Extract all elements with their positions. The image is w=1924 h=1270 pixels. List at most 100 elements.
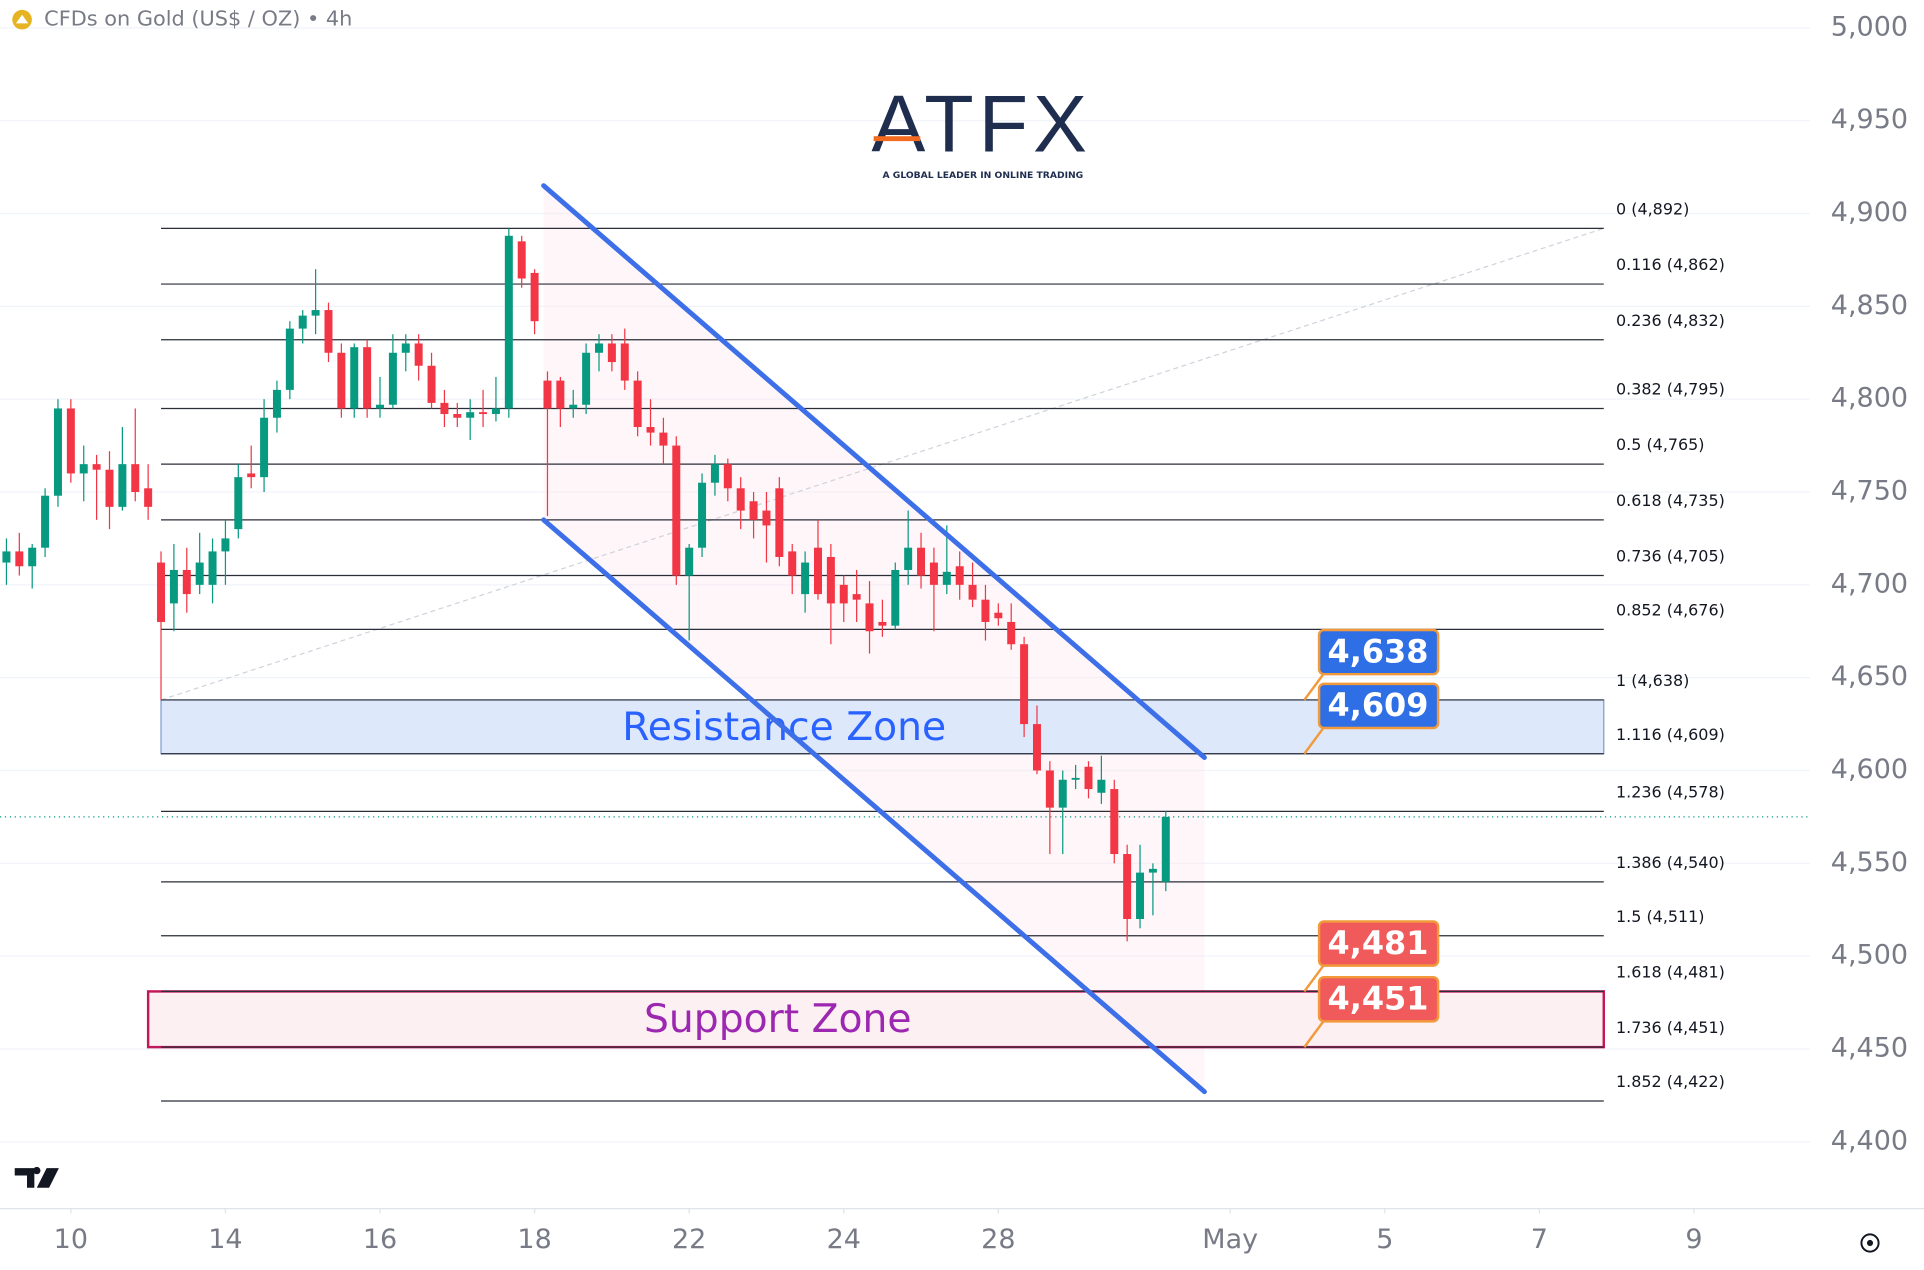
settings-button[interactable]	[1860, 1233, 1880, 1253]
fib-label: 0.736 (4,705)	[1616, 547, 1725, 566]
candle-body	[311, 310, 320, 316]
candle-body	[762, 510, 771, 526]
chart-title: CFDs on Gold (US$ / OZ) • 4h	[44, 7, 352, 31]
candle-body	[15, 551, 24, 567]
price-tag-pointer	[1303, 670, 1327, 701]
candle-body	[891, 569, 900, 626]
main-layer: 4,400 4,450 4,500 4,550 4,600 4,650 4,700 4,750…	[2, 11, 1908, 1255]
price-tag-box	[1317, 975, 1440, 1023]
candle-body	[350, 347, 359, 409]
candle-body	[685, 547, 694, 576]
fib-label: 1 (4,638)	[1616, 671, 1689, 690]
x-tick-label: 16	[363, 1224, 397, 1255]
x-tick-label: 18	[517, 1224, 551, 1255]
fib-label: 0.852 (4,676)	[1616, 600, 1725, 619]
fib-label: 1.116 (4,609)	[1616, 725, 1725, 744]
fib-label: 1.736 (4,451)	[1616, 1018, 1725, 1037]
y-tick-label: 4,850	[1831, 290, 1908, 321]
candle-body	[1110, 789, 1119, 855]
x-tick-label: 14	[208, 1224, 242, 1255]
fib-label: 1.5 (4,511)	[1616, 907, 1704, 926]
y-tick-label: 4,450	[1831, 1032, 1908, 1063]
channel-line	[541, 517, 1207, 1095]
candle-body	[247, 473, 256, 478]
fib-label: 0.382 (4,795)	[1616, 380, 1725, 399]
x-tick-label: 10	[54, 1224, 88, 1255]
tradingview-logo-dot	[33, 1166, 41, 1175]
candle-body	[401, 343, 410, 353]
candle-body	[208, 551, 217, 585]
logo-tagline: A GLOBAL LEADER IN ONLINE TRADING	[882, 170, 1083, 181]
y-tick-label: 4,400	[1831, 1125, 1908, 1156]
candle-body	[479, 412, 488, 415]
candle-body	[852, 594, 861, 600]
x-tick-label: 24	[827, 1224, 861, 1255]
y-tick-label: 4,650	[1831, 661, 1908, 692]
x-tick-label: 22	[672, 1224, 706, 1255]
candle-body	[968, 584, 977, 600]
candle-body	[414, 343, 423, 366]
candle-body	[749, 501, 758, 520]
fib-label: 0.116 (4,862)	[1616, 255, 1725, 274]
candle-body	[569, 404, 578, 409]
price-tag-label: 4,451	[1328, 979, 1429, 1017]
y-tick-label: 4,800	[1831, 383, 1908, 414]
candle-body	[904, 547, 913, 570]
candle-body	[530, 272, 539, 322]
y-tick-label: 4,750	[1831, 476, 1908, 507]
candle-body	[363, 347, 372, 409]
back-layer	[0, 27, 1924, 1214]
candle-body	[1007, 621, 1016, 645]
x-tick-label: 28	[981, 1224, 1015, 1255]
candle-body	[620, 343, 629, 381]
candle-body	[92, 464, 101, 470]
candle-body	[221, 538, 230, 552]
price-tag-pointer	[1303, 724, 1327, 755]
candle-body	[582, 352, 591, 405]
candle-body	[260, 417, 269, 478]
candle-body	[788, 551, 797, 576]
candle-body	[157, 562, 166, 622]
y-tick-label: 4,900	[1831, 197, 1908, 228]
logo-name: ATFX	[871, 79, 1092, 169]
candle-body	[698, 482, 707, 548]
candle-body	[1161, 816, 1170, 882]
candle-body	[813, 547, 822, 595]
channel-fill	[543, 185, 1205, 1092]
candle-body	[878, 621, 887, 626]
candle-body	[1148, 868, 1157, 873]
candle-body	[672, 445, 681, 576]
fib-label: 1.386 (4,540)	[1616, 853, 1725, 872]
candle-body	[633, 380, 642, 428]
candle-body	[28, 547, 37, 567]
candle-body	[453, 414, 462, 418]
candle-body	[298, 315, 307, 329]
zone-label: Support Zone	[644, 997, 912, 1042]
candle-body	[234, 477, 243, 530]
candle-body	[79, 464, 88, 474]
candle-body	[736, 488, 745, 511]
candle-body	[942, 571, 951, 585]
settings-button-center	[1866, 1239, 1874, 1247]
candle-body	[723, 464, 732, 489]
candle-body	[2, 551, 11, 563]
candle-body	[272, 389, 281, 418]
channel-line	[541, 183, 1207, 760]
y-tick-label: 4,950	[1831, 104, 1908, 135]
price-tag-box	[1317, 628, 1440, 676]
fib-label: 0.5 (4,765)	[1616, 435, 1704, 454]
candle-body	[440, 402, 449, 415]
y-tick-label: 4,500	[1831, 940, 1908, 971]
logo-accent	[873, 136, 921, 142]
fib-label: 0 (4,892)	[1616, 199, 1689, 218]
candle-body	[1123, 854, 1132, 920]
candle-body	[710, 464, 719, 483]
candle-body	[53, 408, 62, 496]
price-tag-box	[1317, 682, 1440, 730]
candle-body	[955, 566, 964, 585]
symbol-icon-glyph	[15, 14, 29, 24]
candle-body	[826, 556, 835, 604]
candle-body	[118, 464, 127, 507]
